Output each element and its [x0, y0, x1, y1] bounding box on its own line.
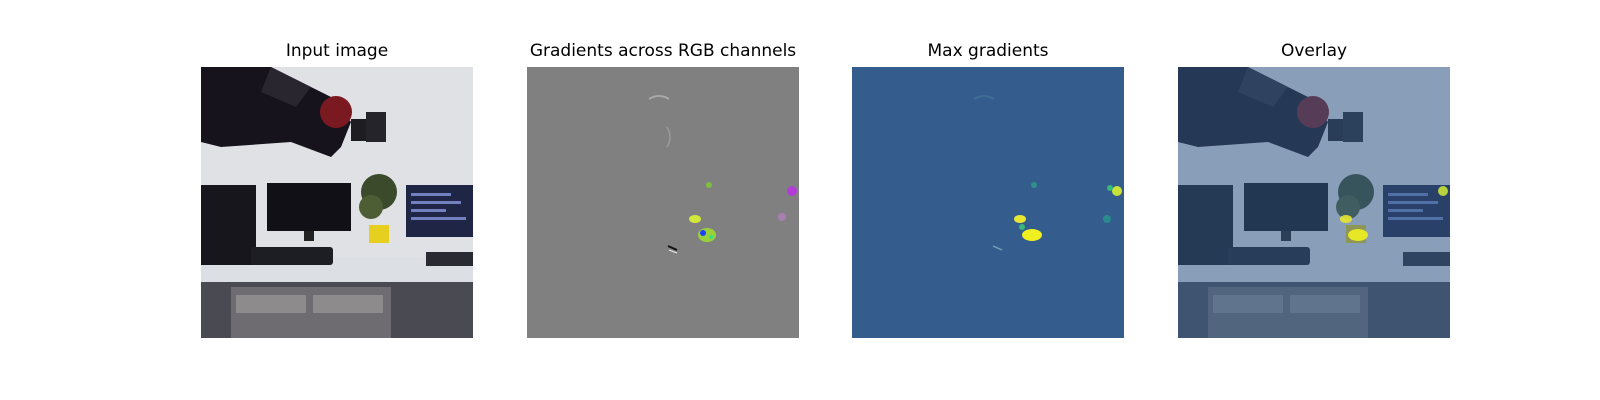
max-gradients-panel	[852, 67, 1124, 338]
panel-title-rgb-gradients: Gradients across RGB channels	[529, 41, 797, 61]
panel-title-overlay: Overlay	[1280, 41, 1348, 61]
input-image-panel	[201, 67, 473, 338]
overlay-panel	[1178, 67, 1450, 338]
panel-title-max-gradients: Max gradients	[927, 41, 1049, 61]
panel-title-input-image: Input image	[285, 41, 389, 61]
gradient-overlay-photo	[1178, 67, 1450, 338]
rgb-gradients-panel	[527, 67, 799, 338]
input-image	[201, 67, 473, 338]
rgb-gradient-map	[527, 67, 799, 338]
max-gradient-heatmap	[852, 67, 1124, 338]
